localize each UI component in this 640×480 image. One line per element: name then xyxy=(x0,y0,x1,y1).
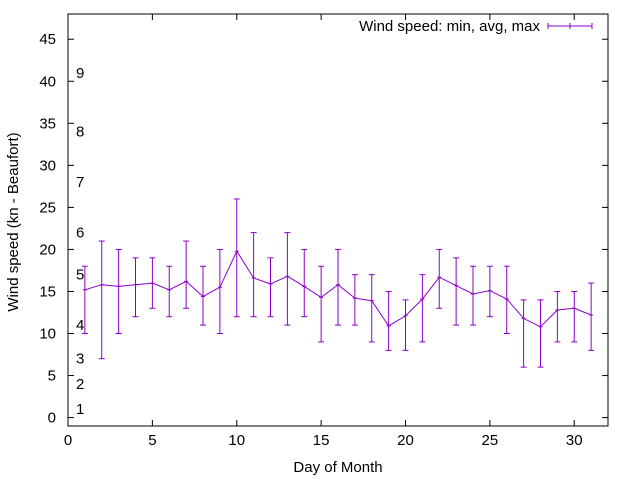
beaufort-label: 4 xyxy=(76,317,84,334)
beaufort-label: 8 xyxy=(76,124,84,141)
y-tick-label: 25 xyxy=(39,199,56,216)
y-tick-label: 20 xyxy=(39,241,56,258)
y-tick-label: 35 xyxy=(39,115,56,132)
x-tick-label: 25 xyxy=(482,432,499,449)
data-points xyxy=(82,250,594,328)
y-axis-label: Wind speed (kn - Beaufort) xyxy=(5,132,22,311)
beaufort-label: 2 xyxy=(76,376,84,393)
x-tick-label: 15 xyxy=(313,432,330,449)
x-tick-label: 5 xyxy=(148,432,156,449)
y-tick-label: 45 xyxy=(39,31,56,48)
y-tick-label: 0 xyxy=(48,410,56,427)
legend-sample xyxy=(547,23,593,29)
y-tick-label: 30 xyxy=(39,157,56,174)
x-tick-label: 20 xyxy=(397,432,414,449)
beaufort-label: 9 xyxy=(76,65,84,82)
beaufort-label: 5 xyxy=(76,267,84,284)
error-bars xyxy=(81,198,595,368)
y-tick-label: 40 xyxy=(39,73,56,90)
beaufort-label: 6 xyxy=(76,225,84,242)
x-tick-label: 0 xyxy=(64,432,72,449)
y-tick-label: 15 xyxy=(39,283,56,300)
beaufort-label: 3 xyxy=(76,351,84,368)
y-tick-label: 5 xyxy=(48,368,56,385)
beaufort-label: 1 xyxy=(76,401,84,418)
plot-border xyxy=(67,13,609,427)
x-axis-label: Day of Month xyxy=(293,459,382,476)
legend-label: Wind speed: min, avg, max xyxy=(359,18,540,35)
y-tick-label: 10 xyxy=(39,326,56,343)
beaufort-annotations: 1 2 3 4 5 6 7 8 9 xyxy=(76,65,84,418)
x-tick-label: 30 xyxy=(566,432,583,449)
beaufort-label: 7 xyxy=(76,174,84,191)
x-tick-label: 10 xyxy=(228,432,245,449)
legend: Wind speed: min, avg, max xyxy=(359,18,593,35)
